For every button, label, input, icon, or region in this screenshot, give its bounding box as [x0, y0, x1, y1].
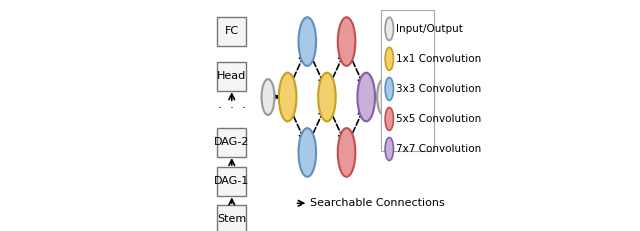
Ellipse shape — [279, 73, 296, 121]
Ellipse shape — [385, 137, 394, 161]
FancyBboxPatch shape — [218, 17, 246, 46]
Ellipse shape — [385, 77, 394, 100]
Text: 3x3 Convolution: 3x3 Convolution — [396, 84, 481, 94]
FancyBboxPatch shape — [218, 205, 246, 231]
Ellipse shape — [377, 79, 390, 115]
Ellipse shape — [318, 73, 336, 121]
Text: 1x1 Convolution: 1x1 Convolution — [396, 54, 481, 64]
Ellipse shape — [338, 128, 355, 177]
Ellipse shape — [298, 17, 316, 66]
Text: Head: Head — [217, 71, 246, 81]
Ellipse shape — [385, 107, 394, 131]
FancyBboxPatch shape — [218, 128, 246, 157]
Ellipse shape — [357, 73, 375, 121]
Text: 7x7 Convolution: 7x7 Convolution — [396, 144, 481, 154]
Text: 5x5 Convolution: 5x5 Convolution — [396, 114, 481, 124]
Ellipse shape — [385, 17, 394, 40]
Text: Input/Output: Input/Output — [396, 24, 463, 34]
Ellipse shape — [338, 17, 355, 66]
Text: FC: FC — [225, 26, 239, 36]
Text: DAG-1: DAG-1 — [214, 176, 250, 186]
Text: ·  ·  ·: · · · — [218, 102, 246, 115]
Ellipse shape — [298, 128, 316, 177]
Text: Searchable Connections: Searchable Connections — [310, 198, 445, 208]
FancyBboxPatch shape — [381, 10, 434, 151]
Ellipse shape — [385, 47, 394, 70]
Text: Stem: Stem — [217, 214, 246, 225]
Ellipse shape — [262, 79, 275, 115]
FancyBboxPatch shape — [218, 167, 246, 196]
FancyBboxPatch shape — [218, 62, 246, 91]
Text: DAG-2: DAG-2 — [214, 137, 250, 147]
